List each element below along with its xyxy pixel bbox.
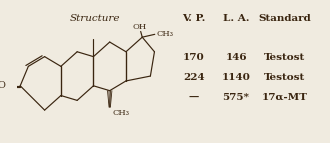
Text: V. P.: V. P.	[182, 14, 206, 23]
Text: Structure: Structure	[70, 14, 120, 23]
Text: 17α-MT: 17α-MT	[262, 93, 308, 102]
Text: O: O	[0, 81, 6, 90]
Text: CH₃: CH₃	[112, 109, 129, 117]
Text: —: —	[189, 93, 199, 102]
Text: 224: 224	[183, 73, 205, 82]
Text: 146: 146	[225, 53, 247, 62]
Text: CH₃: CH₃	[156, 30, 173, 38]
Text: 1140: 1140	[222, 73, 250, 82]
Text: Testost: Testost	[264, 53, 305, 62]
Text: Testost: Testost	[264, 73, 305, 82]
Text: L. A.: L. A.	[223, 14, 249, 23]
Text: 575*: 575*	[223, 93, 249, 102]
Text: Standard: Standard	[258, 14, 311, 23]
Text: OH: OH	[132, 23, 147, 31]
Text: 170: 170	[183, 53, 205, 62]
